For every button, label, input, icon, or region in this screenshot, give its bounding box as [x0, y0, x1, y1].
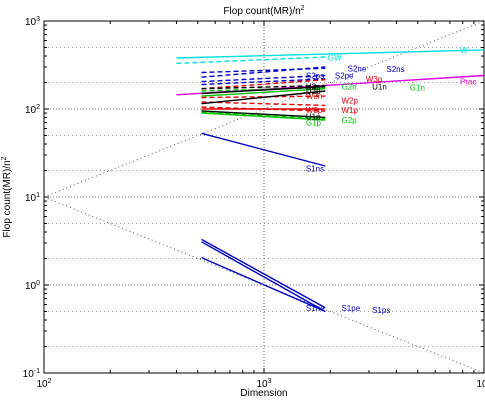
series-line-u2p — [201, 90, 326, 105]
series-label-w3p: W3p — [306, 106, 323, 115]
y-tick-label: 10-1 — [23, 368, 40, 380]
series-group — [176, 49, 485, 313]
series-line-s2ne — [201, 67, 326, 74]
series-line-s2ps — [201, 74, 326, 83]
y-tick-base: 10 — [23, 369, 35, 380]
x-axis-ticks: 102103104 — [36, 21, 485, 390]
y-tick-base: 10 — [25, 105, 37, 116]
series-label-w1p: W1p — [341, 106, 358, 115]
series-label-w3p: W3p — [366, 75, 383, 84]
series-line-w — [176, 49, 485, 59]
series-line-w3p — [201, 79, 326, 90]
series-label-g2p: G2p — [341, 116, 357, 125]
series-label-s1ne: S1ne — [306, 304, 325, 313]
series-label-s1ns: S1ns — [306, 165, 324, 174]
series-line-u1p — [201, 110, 326, 119]
series-label-g1n: G1n — [410, 84, 425, 93]
chart-title-sup: 2 — [301, 5, 305, 12]
series-line-u2n — [201, 84, 326, 90]
series-line-g1p — [201, 112, 326, 121]
series-label-s2ns: S2ns — [386, 65, 404, 74]
chart-title: Flop count(MR)/n2 — [223, 5, 304, 17]
series-line-s1ps — [201, 256, 326, 313]
series-label-s1pe: S1pe — [341, 304, 360, 313]
x-tick-label: 104 — [476, 378, 485, 390]
y-tick-exp: 3 — [36, 16, 40, 23]
series-line-w1p — [201, 106, 326, 112]
y-axis-label-text: Flop count(MR)/n — [2, 160, 13, 237]
series-label-g1p: G1p — [306, 119, 322, 128]
series-line-s1ns — [201, 132, 326, 167]
y-tick-label: 102 — [25, 104, 40, 116]
y-tick-base: 10 — [25, 17, 37, 28]
x-tick-label: 102 — [36, 378, 51, 390]
y-tick-label: 100 — [25, 280, 40, 292]
y-axis-label: Flop count(MR)/n2 — [1, 156, 13, 237]
series-line-g2p — [201, 111, 326, 120]
x-axis-label: Dimension — [240, 388, 287, 399]
series-line-g1n — [201, 88, 326, 97]
series-label-u1p: U1p — [306, 113, 321, 122]
series-line-w2p — [201, 101, 326, 107]
y-tick-exp: 2 — [36, 104, 40, 111]
x-tick-exp: 2 — [48, 378, 52, 385]
series-line-s2ns — [201, 66, 326, 78]
y-tick-label: 103 — [25, 16, 40, 28]
y-tick-exp: 0 — [36, 280, 40, 287]
series-label-prac: Prac — [460, 78, 476, 87]
series-label-gw: GW — [328, 53, 342, 62]
y-tick-exp: 1 — [36, 192, 40, 199]
series-label-w3n: W3n — [306, 92, 322, 101]
y-tick-base: 10 — [25, 281, 37, 292]
series-label-s2pe: S2pe — [335, 72, 354, 81]
series-line-s1ne — [201, 238, 326, 309]
series-label-u2n: U2n — [306, 83, 321, 92]
series-line-s2pe — [201, 78, 326, 86]
x-tick-exp: 3 — [268, 378, 272, 385]
y-axis-label-sup: 2 — [1, 156, 8, 160]
x-tick-base: 10 — [476, 379, 485, 390]
series-label-w: W — [460, 46, 468, 55]
x-tick-label: 103 — [256, 378, 271, 390]
series-label-g2n: G2n — [341, 83, 356, 92]
x-tick-base: 10 — [256, 379, 268, 390]
series-label-s1ps: S1ps — [372, 306, 390, 315]
series-labels: GW W S2ne S2ns S2ps S2pe W3p Prac U2n G2n U1n G1n W3… — [306, 46, 477, 315]
series-label-s2ne: S2ne — [348, 64, 367, 73]
series-label-u1n: U1n — [372, 83, 387, 92]
x-tick-base: 10 — [36, 379, 48, 390]
series-label-s2ps: S2ps — [306, 72, 324, 81]
series-label-u2p: U2p — [306, 87, 321, 96]
y-tick-label: 101 — [25, 192, 40, 204]
series-line-u1n — [201, 85, 326, 95]
chart-title-text: Flop count(MR)/n — [223, 6, 300, 17]
series-label-w2p: W2p — [341, 96, 358, 105]
series-line-g2n — [201, 86, 326, 92]
series-line-gw — [176, 56, 326, 65]
series-line-s1pe — [201, 241, 326, 313]
y-tick-base: 10 — [25, 193, 37, 204]
series-line-w3n — [201, 95, 326, 99]
y-tick-exp: -1 — [34, 368, 40, 375]
